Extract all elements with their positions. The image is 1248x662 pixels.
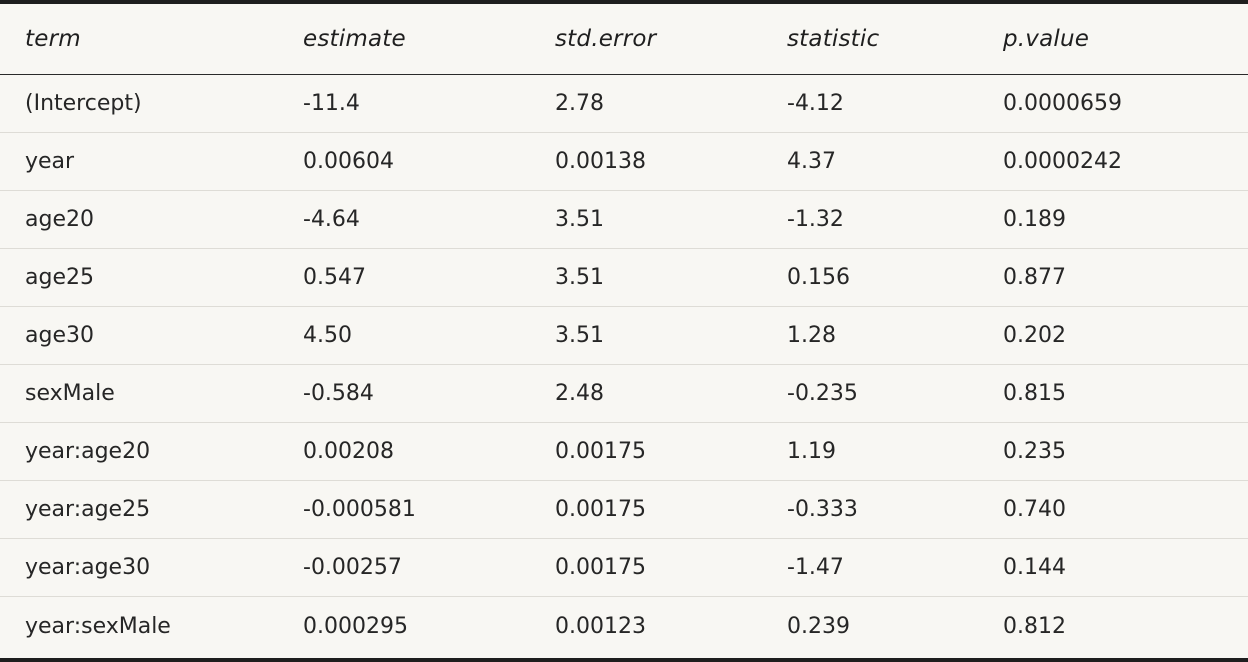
cell-std-error: 0.00138 [530, 132, 762, 191]
table-row: age25 0.547 3.51 0.156 0.877 [0, 248, 1248, 307]
cell-term: sexMale [0, 364, 278, 424]
cell-std-error: 3.51 [530, 190, 762, 249]
cell-std-error: 0.00175 [530, 480, 762, 540]
cell-std-error: 0.00175 [530, 422, 762, 482]
table-row: age20 -4.64 3.51 -1.32 0.189 [0, 190, 1248, 249]
header-p-value: p.value [978, 4, 1248, 75]
cell-std-error: 3.51 [530, 306, 762, 365]
table-row: year 0.00604 0.00138 4.37 0.0000242 [0, 132, 1248, 191]
cell-statistic: 1.19 [762, 422, 978, 482]
cell-statistic: 0.239 [787, 613, 850, 639]
cell-std-error: 2.48 [530, 364, 762, 424]
cell-statistic: -1.47 [762, 538, 978, 598]
table-row: year:age20 0.00208 0.00175 1.19 0.235 [0, 422, 1248, 482]
cell-std-error: 2.78 [530, 74, 762, 133]
cell-std-error: 0.00175 [530, 538, 762, 598]
cell-p-value: 0.877 [978, 248, 1248, 307]
cell-term: age30 [0, 306, 278, 365]
cell-statistic: 0.156 [762, 248, 978, 307]
cell-std-error: 3.51 [530, 248, 762, 307]
cell-p-value: 0.0000242 [978, 132, 1248, 191]
header-std-error: std.error [530, 4, 762, 75]
cell-estimate: 0.00604 [278, 132, 530, 191]
cell-p-value: 0.812 [1003, 613, 1066, 639]
cell-term: age20 [0, 190, 278, 249]
cell-statistic: -1.32 [762, 190, 978, 249]
cell-term: year:age25 [0, 480, 278, 540]
cell-estimate: 0.00208 [278, 422, 530, 482]
cell-term: (Intercept) [0, 74, 278, 133]
cell-estimate: 0.000295 [303, 613, 408, 639]
table-header: term estimate std.error statistic p.valu… [0, 4, 1248, 75]
cell-p-value: 0.0000659 [978, 74, 1248, 133]
cell-statistic: -0.235 [762, 364, 978, 424]
table-row: (Intercept) -11.4 2.78 -4.12 0.0000659 [0, 74, 1248, 133]
cell-p-value: 0.202 [978, 306, 1248, 365]
cell-statistic: -4.12 [762, 74, 978, 133]
cell-p-value: 0.235 [978, 422, 1248, 482]
header-term: term [0, 4, 278, 75]
cell-p-value: 0.815 [978, 364, 1248, 424]
cell-estimate: -0.584 [278, 364, 530, 424]
header-row: term estimate std.error statistic p.valu… [0, 4, 1248, 75]
table-row: age30 4.50 3.51 1.28 0.202 [0, 306, 1248, 365]
cell-estimate: -11.4 [278, 74, 530, 133]
header-statistic: statistic [762, 4, 978, 75]
cell-statistic: -0.333 [762, 480, 978, 540]
header-estimate: estimate [278, 4, 530, 75]
cell-term: year [0, 132, 278, 191]
table-body: (Intercept) -11.4 2.78 -4.12 0.0000659 y… [0, 74, 1248, 655]
cell-statistic: 4.37 [762, 132, 978, 191]
cell-statistic: 1.28 [762, 306, 978, 365]
cell-p-value: 0.189 [978, 190, 1248, 249]
cell-term: year:age20 [0, 422, 278, 482]
cell-estimate: -0.000581 [278, 480, 530, 540]
cell-term: year:age30 [0, 538, 278, 598]
regression-table: term estimate std.error statistic p.valu… [0, 4, 1248, 655]
cell-p-value: 0.144 [978, 538, 1248, 598]
cell-estimate: -4.64 [278, 190, 530, 249]
cell-p-value: 0.740 [978, 480, 1248, 540]
table-row: year:sexMale 0.000295 0.00123 0.239 0.81… [0, 597, 1248, 655]
cell-term: year:sexMale [25, 613, 171, 639]
table-row: year:age25 -0.000581 0.00175 -0.333 0.74… [0, 480, 1248, 540]
cell-estimate: 0.547 [278, 248, 530, 307]
cell-estimate: -0.00257 [278, 538, 530, 598]
cell-estimate: 4.50 [278, 306, 530, 365]
cell-term: age25 [0, 248, 278, 307]
table-row: sexMale -0.584 2.48 -0.235 0.815 [0, 364, 1248, 424]
table-row: year:age30 -0.00257 0.00175 -1.47 0.144 [0, 538, 1248, 598]
cell-std-error: 0.00123 [555, 613, 646, 639]
